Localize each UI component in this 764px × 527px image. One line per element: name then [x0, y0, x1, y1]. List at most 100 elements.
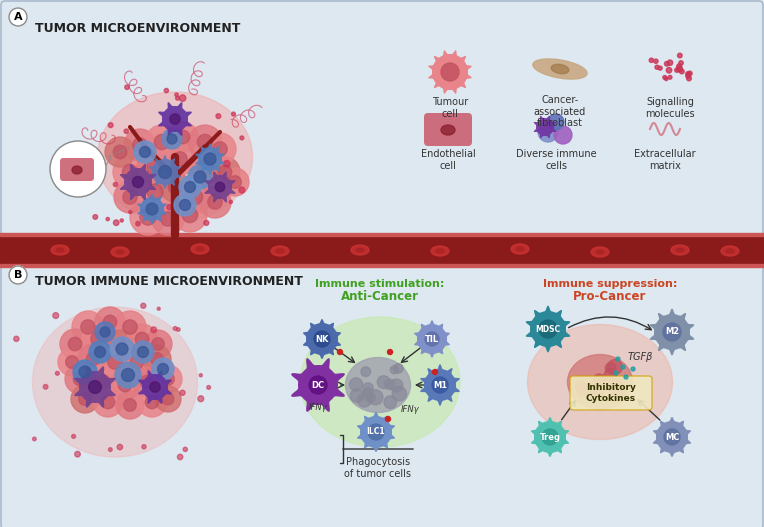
Polygon shape: [414, 320, 450, 358]
Bar: [0, 233, 764, 236]
Circle shape: [68, 337, 82, 351]
Circle shape: [114, 338, 126, 350]
Text: Phagocytosis
of tumor cells: Phagocytosis of tumor cells: [345, 457, 412, 479]
Circle shape: [309, 376, 327, 394]
Text: TGFβ: TGFβ: [627, 352, 652, 362]
Ellipse shape: [51, 245, 69, 255]
Circle shape: [679, 61, 683, 65]
Circle shape: [688, 71, 692, 76]
Text: M2: M2: [665, 327, 679, 337]
Circle shape: [390, 379, 403, 392]
Circle shape: [157, 307, 160, 310]
Circle shape: [175, 93, 178, 96]
Polygon shape: [531, 417, 569, 457]
Circle shape: [116, 391, 144, 419]
FancyBboxPatch shape: [570, 376, 652, 410]
Polygon shape: [120, 164, 156, 200]
Circle shape: [141, 303, 146, 308]
Circle shape: [173, 152, 187, 166]
Text: Diverse immune
cells: Diverse immune cells: [516, 149, 597, 171]
Circle shape: [198, 396, 204, 402]
Circle shape: [143, 345, 171, 373]
Circle shape: [137, 174, 173, 210]
Ellipse shape: [276, 249, 284, 253]
Text: IFNγ: IFNγ: [309, 403, 327, 412]
Circle shape: [124, 129, 128, 133]
Circle shape: [366, 393, 375, 403]
Circle shape: [614, 388, 625, 399]
Circle shape: [199, 374, 202, 377]
Text: M1: M1: [433, 380, 447, 389]
Ellipse shape: [98, 92, 252, 222]
Circle shape: [129, 210, 131, 213]
Polygon shape: [429, 50, 471, 94]
Ellipse shape: [596, 250, 604, 254]
Circle shape: [91, 332, 105, 346]
Circle shape: [665, 77, 668, 81]
Circle shape: [180, 95, 186, 101]
Circle shape: [75, 451, 80, 457]
Circle shape: [183, 447, 187, 452]
Polygon shape: [357, 412, 395, 452]
Circle shape: [154, 134, 170, 150]
Circle shape: [58, 348, 86, 376]
Circle shape: [155, 386, 181, 412]
Circle shape: [122, 347, 152, 377]
Circle shape: [103, 315, 117, 329]
Circle shape: [147, 184, 163, 200]
Ellipse shape: [116, 250, 124, 254]
Circle shape: [50, 141, 106, 197]
Text: B: B: [14, 270, 22, 280]
Circle shape: [147, 159, 163, 175]
Circle shape: [215, 182, 225, 192]
Polygon shape: [534, 116, 556, 138]
Circle shape: [115, 362, 141, 388]
Circle shape: [675, 68, 679, 72]
Ellipse shape: [441, 125, 455, 135]
Circle shape: [228, 175, 241, 188]
Circle shape: [204, 133, 236, 165]
Text: Treg: Treg: [539, 433, 561, 442]
Circle shape: [56, 372, 60, 375]
Circle shape: [180, 390, 185, 395]
Circle shape: [132, 341, 154, 363]
Circle shape: [89, 380, 102, 393]
Circle shape: [197, 159, 212, 174]
Circle shape: [79, 393, 92, 405]
Circle shape: [162, 393, 174, 405]
Bar: [0, 264, 764, 267]
Circle shape: [140, 147, 151, 158]
Circle shape: [425, 332, 439, 346]
Circle shape: [151, 353, 163, 365]
Circle shape: [616, 357, 620, 361]
Circle shape: [137, 149, 173, 185]
Circle shape: [125, 85, 129, 90]
Circle shape: [164, 143, 196, 175]
Circle shape: [95, 307, 125, 337]
Circle shape: [78, 344, 108, 374]
Ellipse shape: [356, 248, 364, 252]
Circle shape: [44, 385, 48, 389]
Circle shape: [33, 437, 36, 441]
Circle shape: [621, 365, 625, 369]
Circle shape: [578, 385, 588, 396]
Circle shape: [441, 63, 459, 81]
Text: Immune stimulation:: Immune stimulation:: [316, 279, 445, 289]
Circle shape: [219, 165, 231, 179]
Ellipse shape: [527, 325, 672, 440]
FancyBboxPatch shape: [1, 1, 763, 269]
Circle shape: [677, 64, 681, 69]
Circle shape: [178, 180, 212, 214]
Circle shape: [207, 386, 211, 389]
Circle shape: [130, 355, 144, 369]
Circle shape: [240, 136, 244, 140]
Circle shape: [168, 180, 182, 194]
Circle shape: [9, 266, 27, 284]
Circle shape: [135, 332, 149, 346]
Text: Extracellular
matrix: Extracellular matrix: [634, 149, 696, 171]
Circle shape: [167, 134, 177, 144]
Circle shape: [9, 8, 27, 26]
Polygon shape: [653, 417, 691, 457]
Circle shape: [548, 114, 564, 130]
Circle shape: [102, 395, 115, 409]
